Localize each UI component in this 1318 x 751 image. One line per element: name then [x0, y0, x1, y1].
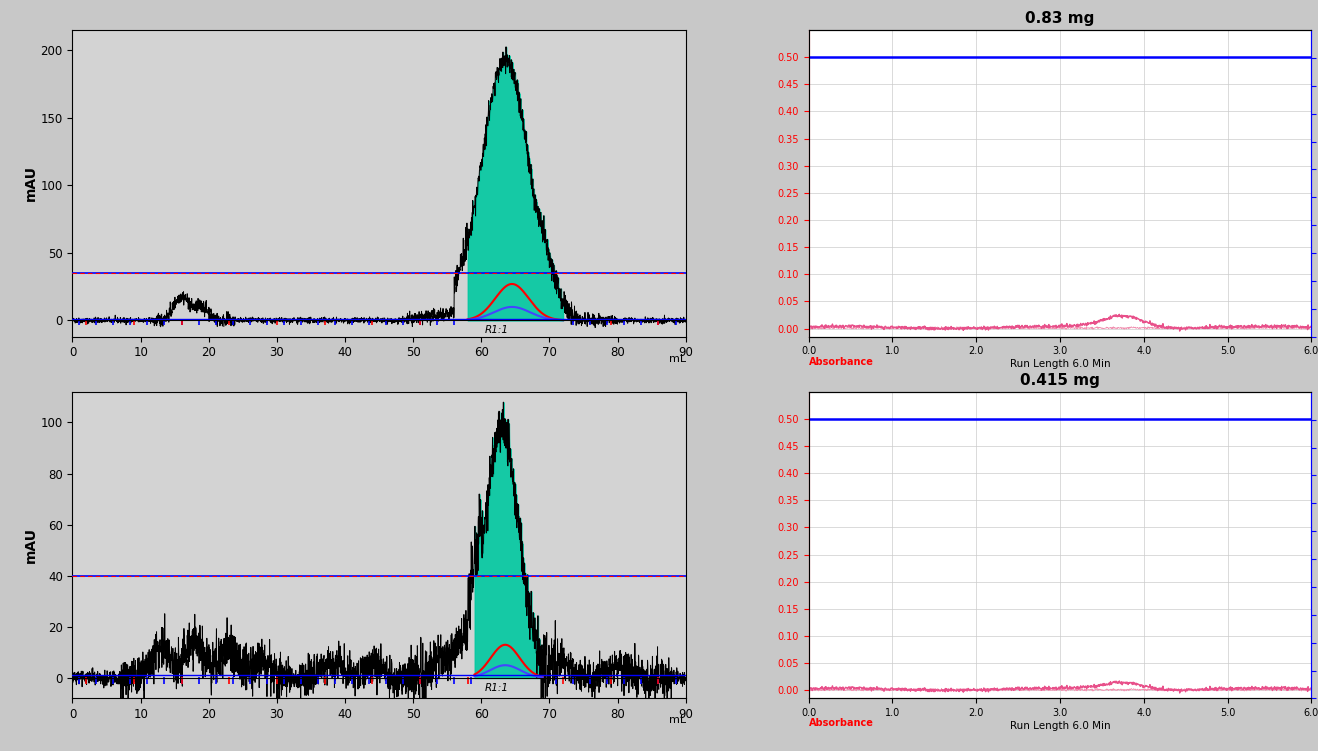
- Text: Absorbance: Absorbance: [808, 357, 874, 366]
- Y-axis label: mAU: mAU: [24, 165, 38, 201]
- Text: mL: mL: [668, 354, 685, 363]
- X-axis label: Run Length 6.0 Min: Run Length 6.0 Min: [1010, 359, 1110, 369]
- Y-axis label: mAU: mAU: [24, 527, 38, 563]
- Text: mL: mL: [668, 715, 685, 725]
- X-axis label: Run Length 6.0 Min: Run Length 6.0 Min: [1010, 721, 1110, 731]
- Title: 0.83 mg: 0.83 mg: [1025, 11, 1095, 26]
- Text: Absorbance: Absorbance: [808, 719, 874, 728]
- Text: R1:1: R1:1: [485, 324, 509, 335]
- Text: R1:1: R1:1: [485, 683, 509, 692]
- Title: 0.415 mg: 0.415 mg: [1020, 373, 1101, 388]
